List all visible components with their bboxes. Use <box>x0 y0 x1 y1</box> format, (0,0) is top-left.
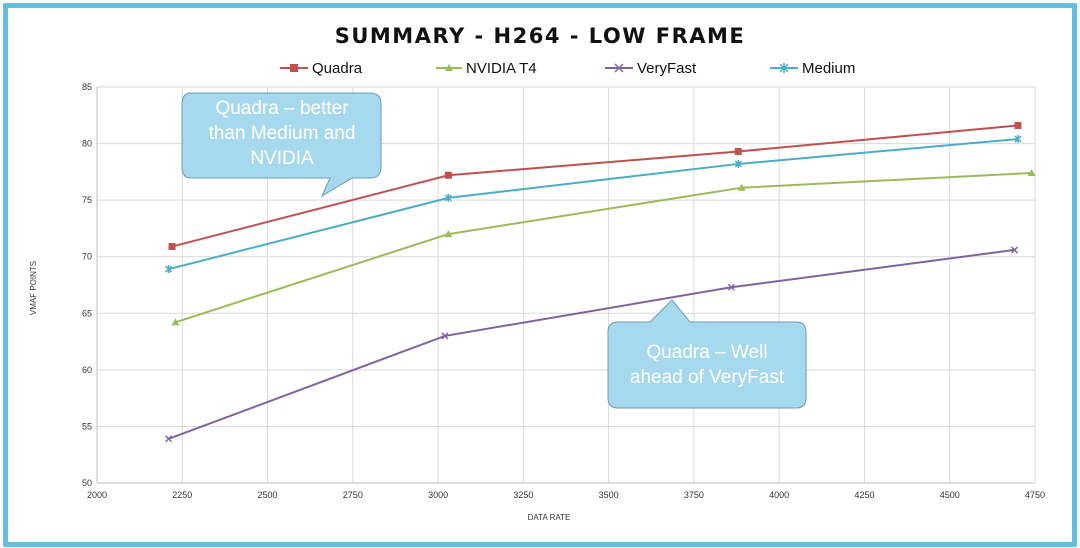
data-point-nvidia-t4 <box>737 183 746 191</box>
legend-item-medium: Medium <box>770 58 855 78</box>
data-point-medium <box>1014 135 1022 144</box>
y-tick-label: 65 <box>82 308 92 318</box>
legend-marker-quadra <box>280 64 308 72</box>
legend-item-nvidia-t4: NVIDIA T4 <box>436 58 537 78</box>
y-tick-label: 80 <box>82 139 92 149</box>
data-point-veryfast <box>441 332 449 340</box>
chart-title: SUMMARY - H264 - LOW FRAME <box>334 24 746 48</box>
y-tick-label: 50 <box>82 478 92 488</box>
x-tick-label: 4750 <box>1025 490 1045 500</box>
data-point-quadra <box>168 243 176 251</box>
x-tick-label: 3250 <box>513 490 533 500</box>
legend-label-quadra: Quadra <box>312 59 363 77</box>
y-tick-label: 85 <box>82 82 92 92</box>
data-point-veryfast <box>165 435 173 443</box>
legend-label-nvidia-t4: NVIDIA T4 <box>466 59 537 77</box>
data-point-medium <box>165 265 173 274</box>
callout-bottom-line-1: Quadra – Well <box>646 342 768 363</box>
callout-top-line-3: NVIDIA <box>250 148 314 169</box>
data-point-nvidia-t4 <box>1027 168 1036 176</box>
series-line-veryfast <box>168 248 1015 440</box>
x-tick-label: 4500 <box>940 490 960 500</box>
legend-item-quadra: Quadra <box>280 58 362 78</box>
legend-marker-veryfast <box>605 63 633 73</box>
legend-label-veryfast: VeryFast <box>637 59 697 77</box>
legend: Quadra NVIDIA T4 VeryFast Medium <box>0 58 1080 78</box>
callout-text-bottom: Quadra – Well ahead of VeryFast <box>608 340 806 390</box>
data-point-medium <box>734 159 742 168</box>
data-point-quadra <box>1014 121 1022 129</box>
series-line-quadra <box>171 124 1019 248</box>
x-tick-label: 2750 <box>343 490 363 500</box>
legend-marker-nvidia-t4 <box>436 64 462 71</box>
callout-bottom-line-2: ahead of VeryFast <box>629 367 785 388</box>
x-axis-label: DATA RATE <box>528 513 571 522</box>
legend-label-medium: Medium <box>802 59 856 77</box>
data-point-quadra <box>734 147 742 155</box>
callout-bubble-bottom <box>607 299 807 409</box>
y-tick-label: 75 <box>82 195 92 205</box>
x-tick-label: 2250 <box>172 490 192 500</box>
callout-bubble-top <box>181 92 382 198</box>
series-line-nvidia-t4 <box>175 171 1032 324</box>
x-tick-label: 3500 <box>599 490 619 500</box>
x-tick-label: 2000 <box>87 490 107 500</box>
legend-item-veryfast: VeryFast <box>605 58 696 78</box>
y-tick-label: 70 <box>82 252 92 262</box>
legend-marker-medium <box>770 63 798 73</box>
x-tick-label: 4000 <box>769 490 789 500</box>
callout-top-line-1: Quadra – better <box>215 98 349 119</box>
y-tick-label: 60 <box>82 365 92 375</box>
series-line-medium <box>168 138 1019 271</box>
x-tick-label: 3750 <box>684 490 704 500</box>
data-point-nvidia-t4 <box>444 230 453 238</box>
x-tick-label: 4250 <box>854 490 874 500</box>
x-tick-label: 3000 <box>428 490 448 500</box>
data-point-medium <box>444 193 452 202</box>
data-point-quadra <box>444 171 452 179</box>
y-axis-label: VMAF POINTS <box>29 261 38 315</box>
data-point-veryfast <box>727 283 735 291</box>
x-tick-label: 2500 <box>258 490 278 500</box>
callout-top-line-2: than Medium and <box>208 123 356 144</box>
y-tick-label: 55 <box>82 421 92 431</box>
callout-text-top: Quadra – better than Medium and NVIDIA <box>182 96 382 171</box>
data-point-veryfast <box>1010 246 1019 254</box>
data-point-nvidia-t4 <box>171 318 180 326</box>
